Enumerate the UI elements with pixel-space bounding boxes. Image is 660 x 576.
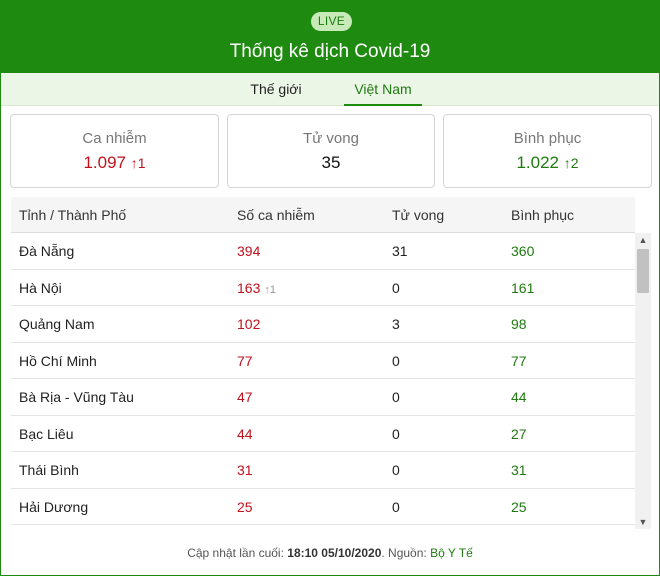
province-recovered: 31	[511, 462, 527, 478]
table-body: Đà Nẵng 394 31 360 Hà Nội 163 ↑1 0 161 Qu…	[11, 233, 635, 525]
table-row: Bà Rịa - Vũng Tàu 47 0 44	[11, 379, 635, 416]
footer: Cập nhật lần cuối: 18:10 05/10/2020. Ngu…	[1, 546, 659, 560]
table-row: Thái Bình 31 0 31	[11, 452, 635, 489]
province-name: Bạc Liêu	[19, 425, 74, 442]
province-cases: 102	[237, 316, 261, 332]
province-cases: 31	[237, 462, 253, 478]
province-cases-cell: 163 ↑1	[237, 270, 276, 308]
recovered-card: Bình phục 1.022 ↑2	[443, 114, 652, 188]
province-deaths: 0	[392, 352, 400, 369]
province-cases: 47	[237, 389, 253, 405]
recovered-label: Bình phục	[513, 130, 582, 147]
province-deaths: 0	[392, 279, 400, 296]
deaths-label: Tử vong	[303, 130, 359, 147]
deaths-value-row: 35	[228, 153, 434, 173]
cases-card: Ca nhiễm 1.097 ↑1	[10, 114, 219, 188]
arrow-up-icon: ↑	[563, 155, 571, 171]
province-name: Hải Dương	[19, 498, 89, 515]
header: LIVE Thống kê dịch Covid-19	[1, 1, 659, 73]
province-cases-delta-value: 1	[269, 283, 276, 296]
triangle-up-icon[interactable]: ▲	[638, 235, 648, 245]
province-name: Thái Bình	[19, 462, 79, 478]
recovered-delta-value: 2	[570, 155, 579, 171]
cases-value-row: 1.097 ↑1	[11, 153, 218, 173]
province-cases: 394	[237, 243, 261, 259]
cases-delta: ↑1	[131, 155, 146, 171]
table-row: Quảng Nam 102 3 98	[11, 306, 635, 343]
table-row: Bạc Liêu 44 0 27	[11, 416, 635, 452]
province-cases: 77	[237, 352, 253, 369]
province-deaths: 0	[392, 498, 400, 515]
table-row: Hồ Chí Minh 77 0 77	[11, 343, 635, 379]
triangle-down-icon[interactable]: ▼	[638, 517, 648, 527]
province-deaths: 0	[392, 425, 400, 442]
province-cases-delta: ↑1	[264, 284, 276, 296]
header-deaths: Tử vong	[392, 207, 445, 223]
province-cases: 44	[237, 425, 253, 442]
recovered-delta: ↑2	[564, 155, 579, 171]
province-deaths: 31	[392, 243, 408, 259]
table-header: Tỉnh / Thành Phố Số ca nhiễm Tử vong Bìn…	[11, 197, 635, 233]
province-deaths: 3	[392, 316, 400, 332]
table-row: Hải Dương 25 0 25	[11, 489, 635, 525]
footer-prefix: Cập nhật lần cuối:	[187, 546, 288, 560]
table-row: Đà Nẵng 394 31 360	[11, 233, 635, 270]
province-recovered: 161	[511, 279, 535, 296]
province-recovered: 98	[511, 316, 527, 332]
header-cases: Số ca nhiễm	[237, 207, 315, 223]
deaths-card: Tử vong 35	[227, 114, 435, 188]
page-title: Thống kê dịch Covid-19	[229, 41, 431, 62]
province-deaths: 0	[392, 389, 400, 405]
scrollbar-thumb[interactable]	[637, 249, 649, 293]
live-badge: LIVE	[311, 12, 352, 31]
arrow-up-icon: ↑	[130, 155, 138, 171]
footer-source-prefix: . Nguồn:	[381, 546, 431, 560]
province-name: Hồ Chí Minh	[19, 352, 97, 369]
cases-label: Ca nhiễm	[82, 130, 147, 147]
province-recovered: 360	[511, 243, 535, 259]
arrow-up-icon: ↑	[264, 283, 270, 296]
recovered-value-row: 1.022 ↑2	[444, 153, 651, 173]
deaths-value: 35	[321, 153, 341, 172]
province-cases: 25	[237, 498, 253, 515]
tab-vietnam[interactable]: Việt Nam	[344, 73, 422, 106]
table-row: Hà Nội 163 ↑1 0 161	[11, 270, 635, 308]
province-recovered: 27	[511, 425, 527, 442]
header-province: Tỉnh / Thành Phố	[19, 207, 127, 223]
tab-bar: Thế giới Việt Nam	[1, 73, 659, 106]
cases-delta-value: 1	[137, 155, 146, 171]
province-name: Đà Nẵng	[19, 243, 75, 259]
header-recovered: Bình phục	[511, 207, 575, 223]
tab-world[interactable]: Thế giới	[250, 81, 302, 97]
province-table: Tỉnh / Thành Phố Số ca nhiễm Tử vong Bìn…	[11, 197, 651, 531]
province-recovered: 44	[511, 389, 527, 405]
province-name: Bà Rịa - Vũng Tàu	[19, 389, 134, 405]
source-link[interactable]: Bộ Y Tế	[430, 546, 473, 560]
province-deaths: 0	[392, 462, 400, 478]
last-updated: 18:10 05/10/2020	[287, 546, 382, 560]
province-recovered: 77	[511, 352, 527, 369]
province-recovered: 25	[511, 498, 527, 515]
province-name: Quảng Nam	[19, 316, 95, 332]
table-scrollbar[interactable]: ▲ ▼	[635, 233, 651, 529]
province-name: Hà Nội	[19, 279, 62, 296]
recovered-value: 1.022	[516, 153, 559, 172]
cases-value: 1.097	[83, 153, 126, 172]
province-cases: 163	[237, 279, 261, 296]
